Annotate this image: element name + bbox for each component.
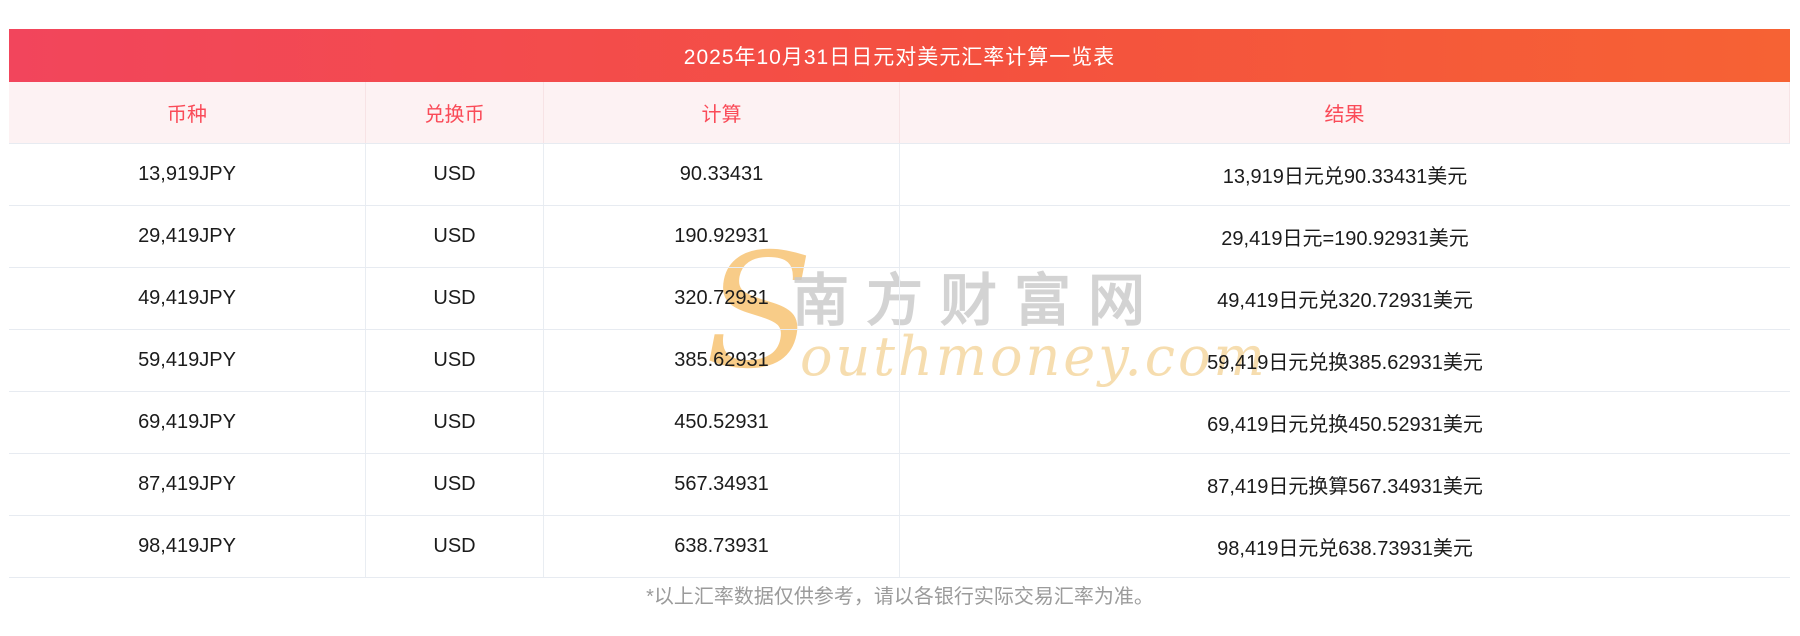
cell-result: 69,419日元兑换450.52931美元 [1207, 414, 1483, 436]
cell-target: USD [366, 268, 544, 329]
cell-calc: 450.52931 [544, 392, 900, 453]
cell-calc: 190.92931 [544, 206, 900, 267]
table-body: 13,919JPY USD 90.33431 13,919日元兑90.33431美元 2… [9, 144, 1790, 578]
cell-calc: 320.72931 [544, 268, 900, 329]
cell-result: 87,419日元换算567.34931美元 [1207, 476, 1483, 498]
table-row: 13,919JPY USD 90.33431 13,919日元兑90.33431美元 [9, 144, 1790, 206]
column-header-currency: 币种 [9, 82, 366, 143]
column-header-result: 结果 [900, 82, 1790, 143]
cell-target: USD [366, 516, 544, 577]
page-title: 2025年10月31日日元对美元汇率计算一览表 [683, 45, 1116, 69]
cell-calc: 385.62931 [544, 330, 900, 391]
table-header-row: 币种 兑换币 计算 结果 [9, 82, 1790, 144]
disclaimer-text: *以上汇率数据仅供参考，请以各银行实际交易汇率为准。 [646, 586, 1154, 608]
cell-currency: 29,419JPY [9, 206, 366, 267]
exchange-rate-table: 币种 兑换币 计算 结果 13,919JPY USD 90.33431 13,919日元兑9… [9, 82, 1790, 578]
cell-result: 59,419日元兑换385.62931美元 [1207, 352, 1483, 374]
cell-result: 29,419日元=190.92931美元 [1221, 228, 1469, 250]
cell-currency: 98,419JPY [9, 516, 366, 577]
cell-currency: 59,419JPY [9, 330, 366, 391]
table-row: 87,419JPY USD 567.34931 87,419日元换算567.34931… [9, 454, 1790, 516]
cell-target: USD [366, 392, 544, 453]
table-row: 69,419JPY USD 450.52931 69,419日元兑换450.52931… [9, 392, 1790, 454]
cell-currency: 87,419JPY [9, 454, 366, 515]
cell-target: USD [366, 206, 544, 267]
cell-result: 13,919日元兑90.33431美元 [1222, 166, 1468, 188]
cell-calc: 90.33431 [544, 144, 900, 205]
cell-calc: 567.34931 [544, 454, 900, 515]
cell-target: USD [366, 144, 544, 205]
cell-result: 49,419日元兑320.72931美元 [1217, 290, 1473, 312]
cell-result: 98,419日元兑638.73931美元 [1217, 538, 1473, 560]
table-row: 49,419JPY USD 320.72931 49,419日元兑320.72931美… [9, 268, 1790, 330]
table-row: 59,419JPY USD 385.62931 59,419日元兑换385.62931… [9, 330, 1790, 392]
cell-currency: 69,419JPY [9, 392, 366, 453]
title-bar: 2025年10月31日日元对美元汇率计算一览表 [9, 29, 1790, 82]
cell-currency: 13,919JPY [9, 144, 366, 205]
table-row: 29,419JPY USD 190.92931 29,419日元=190.92931美… [9, 206, 1790, 268]
cell-target: USD [366, 330, 544, 391]
cell-target: USD [366, 454, 544, 515]
cell-calc: 638.73931 [544, 516, 900, 577]
table-row: 98,419JPY USD 638.73931 98,419日元兑638.73931美… [9, 516, 1790, 578]
cell-currency: 49,419JPY [9, 268, 366, 329]
column-header-target: 兑换币 [366, 82, 544, 143]
column-header-calc: 计算 [544, 82, 900, 143]
